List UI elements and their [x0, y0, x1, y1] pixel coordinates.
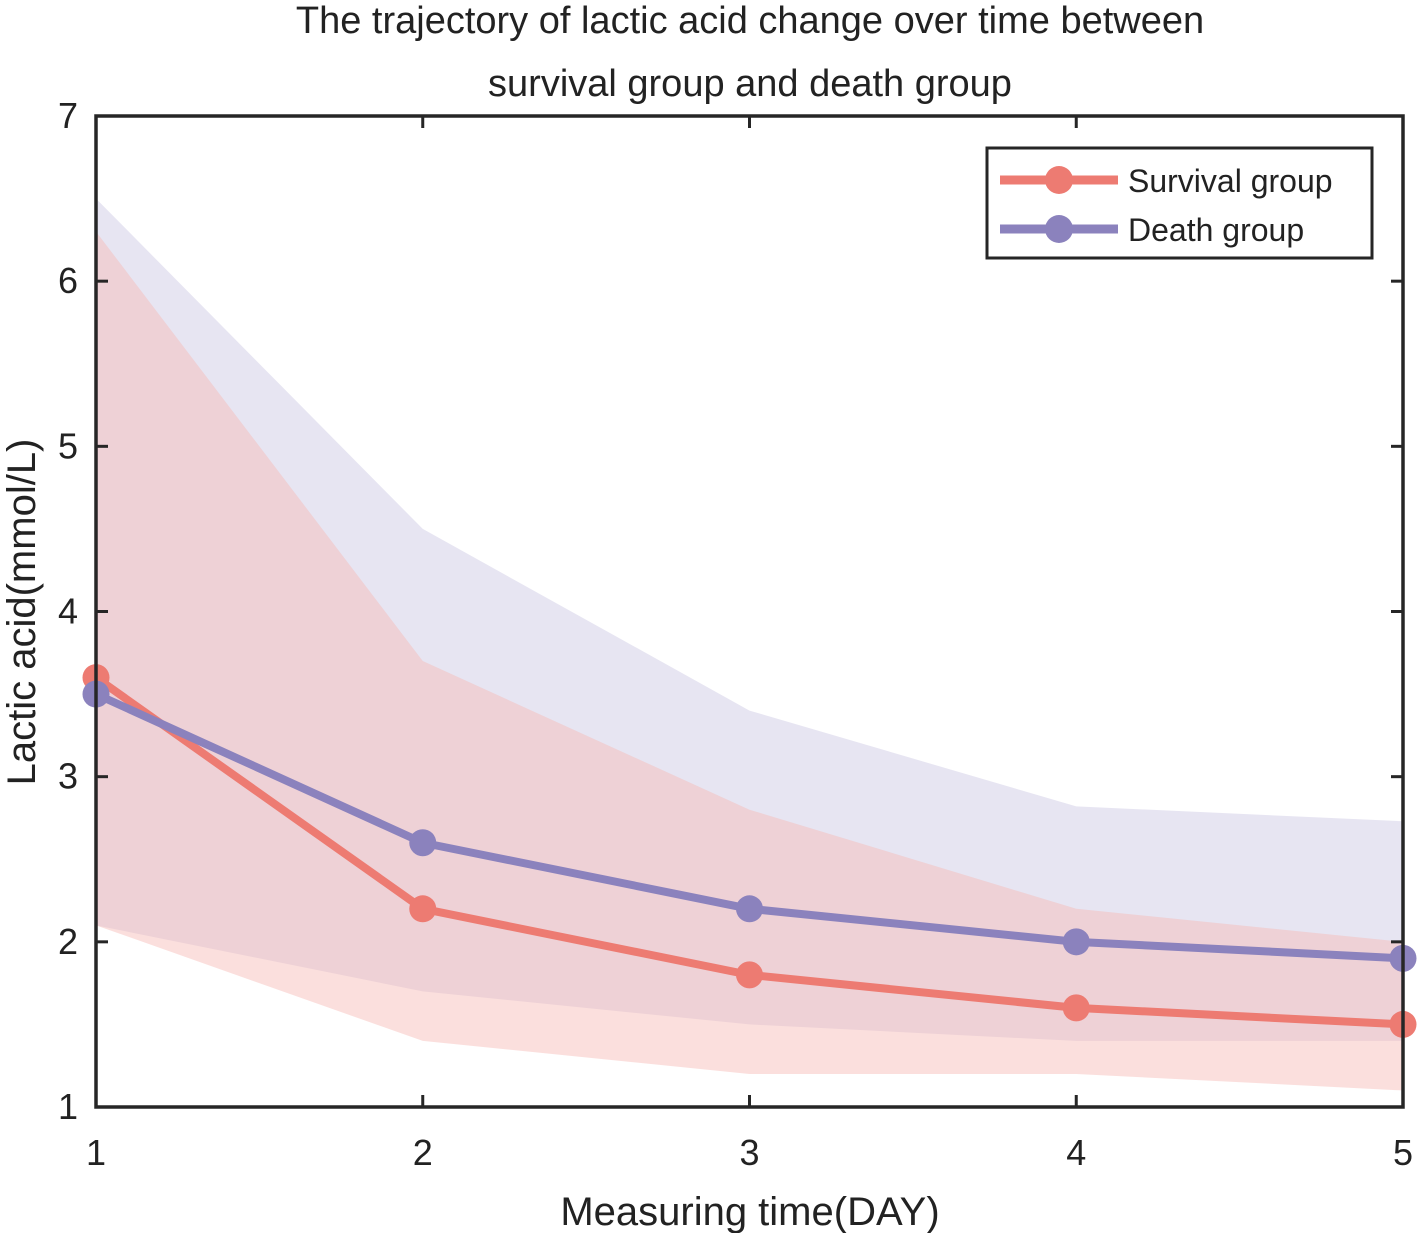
legend-label-survival: Survival group [1128, 163, 1333, 199]
y-tick-label: 5 [58, 425, 78, 466]
y-tick-label: 2 [58, 921, 78, 962]
y-tick-label: 6 [58, 260, 78, 301]
y-tick-label: 1 [58, 1086, 78, 1127]
legend: Survival group Death group [985, 146, 1374, 260]
x-tick-label: 2 [413, 1132, 433, 1173]
legend-marker-survival [1045, 166, 1073, 194]
point-survival-day-4 [1062, 994, 1090, 1022]
point-death-day-4 [1062, 928, 1090, 956]
chart-title-line-2: survival group and death group [488, 63, 1012, 105]
x-tick-label: 1 [86, 1132, 106, 1173]
confidence-bands [96, 198, 1403, 1091]
point-survival-day-3 [736, 961, 763, 989]
x-tick-label: 5 [1393, 1132, 1413, 1173]
y-tick-label: 7 [58, 95, 78, 136]
point-survival-day-2 [409, 895, 437, 923]
y-axis-label: Lactic acid(mmol/L) [0, 439, 44, 786]
series-points [82, 664, 1417, 1038]
y-tick-label: 4 [58, 591, 78, 632]
x-tick-label: 3 [739, 1132, 759, 1173]
chart-title-line-1: The trajectory of lactic acid change ove… [296, 0, 1204, 42]
band-survival [96, 231, 1403, 1091]
x-tick-label: 4 [1066, 1132, 1086, 1173]
point-death-day-2 [409, 829, 437, 857]
point-death-day-3 [736, 895, 763, 923]
y-tick-label: 3 [58, 756, 78, 797]
legend-marker-death [1045, 215, 1073, 243]
x-axis-label: Measuring time(DAY) [560, 1190, 939, 1233]
axis-ticks: 1 2 3 4 5 1 2 3 4 5 6 7 [58, 95, 1413, 1173]
legend-label-death: Death group [1128, 212, 1304, 248]
